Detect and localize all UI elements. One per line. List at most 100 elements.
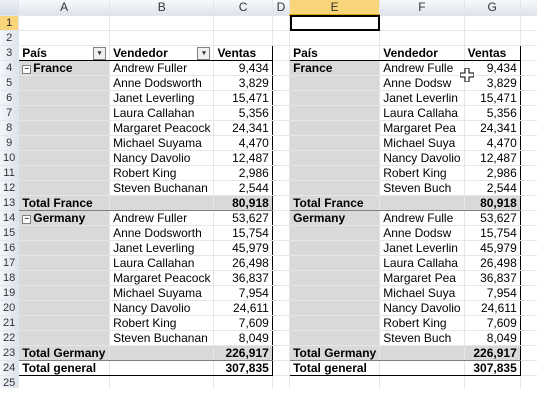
filter-active-icon[interactable]: ▾ (93, 47, 107, 60)
column-header-c[interactable]: C (213, 0, 273, 16)
pivot1-ventas-cell: 4,470 (213, 135, 273, 151)
cell-empty[interactable] (272, 195, 291, 211)
cell-empty[interactable] (272, 165, 291, 181)
row-header-5[interactable]: 5 (0, 75, 20, 91)
row-header-14[interactable]: 14 (0, 210, 20, 226)
cell-empty[interactable] (272, 210, 291, 226)
cell-empty[interactable] (464, 30, 521, 46)
cell-empty[interactable] (272, 90, 291, 106)
cell-empty[interactable] (272, 255, 291, 271)
row-header-10[interactable]: 10 (0, 150, 20, 166)
cell-empty[interactable] (272, 360, 291, 376)
row-header-21[interactable]: 21 (0, 315, 20, 331)
pivot2-grand-total-label: Total general (289, 360, 381, 376)
collapse-minus-icon[interactable]: − (22, 215, 32, 224)
row-header-24[interactable]: 24 (0, 360, 20, 376)
row-header-19[interactable]: 19 (0, 285, 20, 301)
row-header-4[interactable]: 4 (0, 60, 20, 76)
select-all-corner[interactable] (0, 0, 20, 16)
cell-empty[interactable] (272, 240, 291, 256)
row-header-20[interactable]: 20 (0, 300, 20, 316)
cell-empty[interactable] (379, 30, 465, 46)
pivot2-ventas-cell: 2,544 (464, 180, 521, 196)
cell-empty[interactable] (272, 315, 291, 331)
row-header-8[interactable]: 8 (0, 120, 20, 136)
row-header-3[interactable]: 3 (0, 45, 20, 61)
cell-empty[interactable] (272, 45, 291, 61)
pivot1-header-pais[interactable]: País ▾ (18, 45, 111, 61)
cell-empty[interactable] (272, 60, 291, 76)
cell-empty[interactable] (272, 270, 291, 286)
pivot2-grand-total-value: 307,835 (464, 360, 521, 376)
grid-row: 19 Michael Suyama 7,954 Michael Suya 7,954 (0, 285, 540, 301)
row-header-13[interactable]: 13 (0, 195, 20, 211)
row-header-7[interactable]: 7 (0, 105, 20, 121)
column-header-d[interactable]: D (272, 0, 291, 16)
cell-empty[interactable] (272, 15, 291, 31)
cell-empty[interactable] (272, 105, 291, 121)
cell-empty[interactable] (272, 180, 291, 196)
column-header-e[interactable]: E (289, 0, 381, 16)
pivot2-country-cell: France (289, 60, 381, 76)
cell-empty[interactable] (272, 120, 291, 136)
pivot1-vendedor-cell: Nancy Davolio (109, 150, 215, 166)
pivot1-country-cell (18, 330, 111, 346)
cell-empty[interactable] (272, 345, 291, 361)
column-header-b[interactable]: B (109, 0, 215, 16)
row-header-23[interactable]: 23 (0, 345, 20, 361)
cell-empty[interactable] (464, 15, 521, 31)
cell-empty[interactable] (272, 30, 291, 46)
pivot2-subtotal-blank (379, 345, 465, 361)
cell-empty[interactable] (109, 30, 215, 46)
pivot1-country-cell (18, 165, 111, 181)
row-header-15[interactable]: 15 (0, 225, 20, 241)
pivot1-vendedor-cell: Laura Callahan (109, 105, 215, 121)
cell-empty[interactable] (272, 150, 291, 166)
column-header-h[interactable] (520, 0, 540, 16)
pivot2-country-cell (289, 270, 381, 286)
cell-empty[interactable] (379, 15, 465, 31)
column-header-a[interactable]: A (18, 0, 111, 16)
row-header-12[interactable]: 12 (0, 180, 20, 196)
pivot2-vendedor-cell: Janet Leverlin (379, 90, 465, 106)
pivot2-header-vendedor[interactable]: Vendedor (379, 45, 465, 61)
active-cell-e1[interactable] (289, 15, 381, 31)
row-header-18[interactable]: 18 (0, 270, 20, 286)
collapse-minus-icon[interactable]: − (22, 65, 32, 74)
pivot1-header-vendedor[interactable]: Vendedor ▾ (109, 45, 215, 61)
column-header-f[interactable]: F (379, 0, 465, 16)
cell-empty[interactable] (272, 135, 291, 151)
torn-edge-right (537, 0, 560, 415)
cell-empty[interactable] (213, 30, 273, 46)
grid-row: 17 Laura Callahan 26,498 Laura Callaha 26,49… (0, 255, 540, 271)
row-header-16[interactable]: 16 (0, 240, 20, 256)
pivot2-header-pais[interactable]: País (289, 45, 381, 61)
cell-empty[interactable] (272, 330, 291, 346)
pivot2-vendedor-cell: Michael Suya (379, 285, 465, 301)
pivot1-vendedor-cell: Anne Dodsworth (109, 225, 215, 241)
pivot1-grand-total-value: 307,835 (213, 360, 273, 376)
cell-empty[interactable] (272, 75, 291, 91)
pivot1-country-cell (18, 270, 111, 286)
grid-row: 4− France Andrew Fuller 9,434 France Andrew F… (0, 60, 540, 76)
cell-empty[interactable] (109, 15, 215, 31)
cell-empty[interactable] (272, 285, 291, 301)
column-header-g[interactable]: G (464, 0, 521, 16)
row-header-9[interactable]: 9 (0, 135, 20, 151)
row-header-11[interactable]: 11 (0, 165, 20, 181)
row-header-6[interactable]: 6 (0, 90, 20, 106)
filter-dropdown-icon[interactable]: ▾ (197, 47, 211, 60)
cell-empty[interactable] (18, 15, 111, 31)
row-header-1[interactable]: 1 (0, 15, 20, 31)
grid-row: 18 Margaret Peacock 36,837 Margaret Pea 36,8… (0, 270, 540, 286)
cell-empty[interactable] (18, 30, 111, 46)
cell-empty[interactable] (272, 300, 291, 316)
row-header-17[interactable]: 17 (0, 255, 20, 271)
row-header-22[interactable]: 22 (0, 330, 20, 346)
cell-empty[interactable] (289, 30, 381, 46)
pivot1-subtotal-label: Total Germany (18, 345, 111, 361)
pivot2-header-ventas: Ventas (464, 45, 521, 61)
cell-empty[interactable] (272, 225, 291, 241)
cell-empty[interactable] (213, 15, 273, 31)
row-header-2[interactable]: 2 (0, 30, 20, 46)
